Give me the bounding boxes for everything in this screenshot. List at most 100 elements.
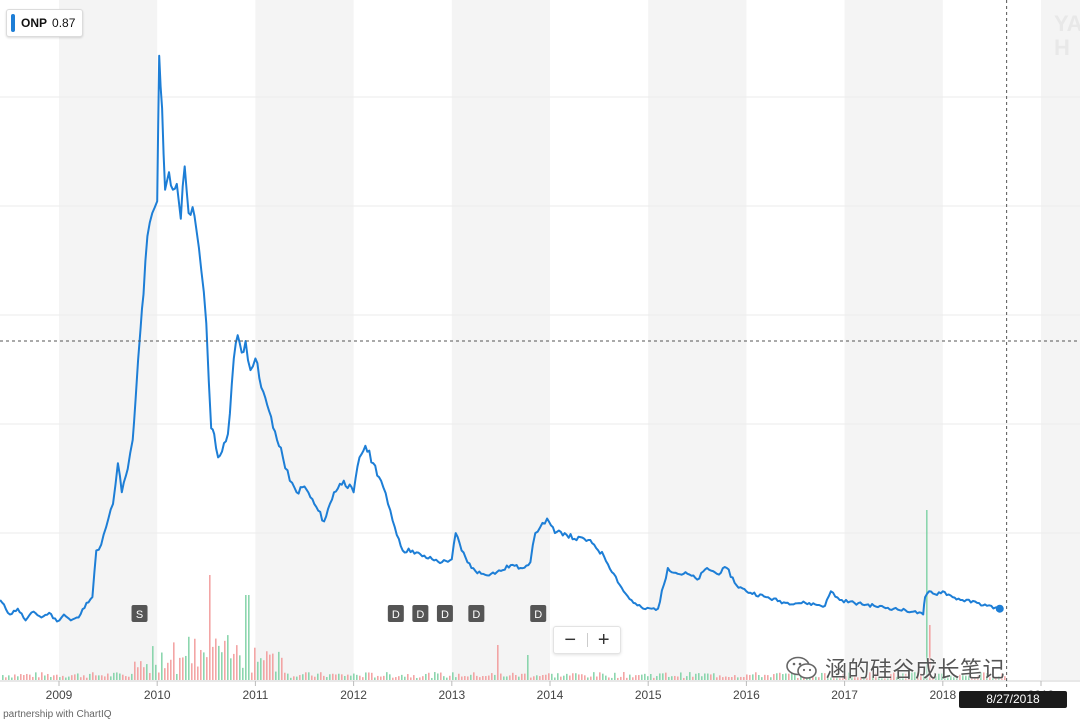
crosshair <box>0 0 1080 690</box>
volume-bar-237 <box>713 673 715 680</box>
volume-bar-325 <box>977 675 979 680</box>
volume-bar-218 <box>656 676 658 680</box>
volume-bar-5 <box>17 676 19 680</box>
volume-bar-123 <box>371 672 373 680</box>
volume-bar-56 <box>170 659 172 680</box>
volume-bar-276 <box>830 677 832 680</box>
volume-bar-327 <box>983 672 985 680</box>
volume-bar-139 <box>419 677 421 680</box>
volume-bar-232 <box>698 673 700 680</box>
volume-bar-48 <box>146 664 148 680</box>
volume-bar-118 <box>356 674 358 680</box>
volume-bar-116 <box>350 675 352 680</box>
volume-bar-223 <box>671 676 673 680</box>
volume-bar-128 <box>386 672 388 680</box>
volume-bar-296 <box>890 674 892 680</box>
volume-bar-277 <box>833 677 835 680</box>
volume-bar-23 <box>71 675 73 680</box>
zoom-out-button[interactable]: − <box>564 629 577 651</box>
volume-bar-177 <box>533 676 535 680</box>
volume-bar-45 <box>137 667 139 680</box>
volume-bar-227 <box>683 677 685 680</box>
volume-bar-40 <box>122 674 124 680</box>
volume-bar-211 <box>635 675 637 680</box>
volume-bar-263 <box>791 672 793 680</box>
volume-bar-109 <box>329 674 331 680</box>
volume-bar-304 <box>914 672 916 680</box>
volume-bar-233 <box>701 676 703 680</box>
volume-bar-50 <box>152 646 154 680</box>
volume-bar-4 <box>14 674 16 680</box>
legend[interactable]: ONP 0.87 <box>6 9 84 37</box>
volume-bar-317 <box>953 676 955 680</box>
last-price-dot <box>995 604 1004 613</box>
volume-bar-133 <box>401 674 403 680</box>
volume-bar-78 <box>236 645 238 680</box>
volume-bar-319 <box>959 674 961 680</box>
event-marker-d-4[interactable]: D <box>468 605 485 622</box>
event-marker-d-3[interactable]: D <box>436 605 453 622</box>
volume-bar-187 <box>563 675 565 680</box>
volume-bar-1 <box>5 677 7 680</box>
volume-bar-82 <box>248 595 250 680</box>
volume-bar-292 <box>878 677 880 680</box>
volume-bar-253 <box>761 677 763 680</box>
event-marker-d-5[interactable]: D <box>530 605 547 622</box>
volume-bar-152 <box>458 673 460 680</box>
volume-bar-328 <box>986 673 988 680</box>
volume-bar-326 <box>980 672 982 680</box>
volume-bar-2 <box>8 675 10 680</box>
volume-bar-131 <box>395 677 397 680</box>
volume-bar-65 <box>197 666 199 680</box>
event-marker-d-2[interactable]: D <box>412 605 429 622</box>
volume-bar-181 <box>545 674 547 680</box>
volume-bar-156 <box>470 674 472 680</box>
zoom-in-button[interactable]: + <box>597 629 610 651</box>
volume-bar-36 <box>110 676 112 680</box>
volume-bar-238 <box>716 677 718 680</box>
volume-bar-293 <box>881 677 883 680</box>
volume-bar-21 <box>65 677 67 680</box>
volume-bar-90 <box>272 653 274 680</box>
volume-bar-190 <box>572 673 574 680</box>
legend-swatch <box>11 14 15 32</box>
volume-bar-164 <box>494 674 496 680</box>
volume-bar-222 <box>668 676 670 680</box>
volume-bar-129 <box>389 674 391 680</box>
volume-bar-73 <box>221 652 223 680</box>
volume-bar-95 <box>287 673 289 680</box>
volume-bar-134 <box>404 676 406 680</box>
volume-bar-67 <box>203 652 205 680</box>
volume-bar-182 <box>548 673 550 680</box>
volume-bar-169 <box>509 675 511 680</box>
volume-bar-85 <box>257 661 259 680</box>
volume-bar-62 <box>188 636 190 680</box>
volume-bar-114 <box>344 675 346 680</box>
volume-bar-252 <box>758 674 760 680</box>
volume-bar-278 <box>836 673 838 680</box>
volume-bar-103 <box>311 675 313 680</box>
volume-bar-17 <box>53 675 55 680</box>
event-marker-d-1[interactable]: D <box>387 605 404 622</box>
volume-bar-205 <box>617 677 619 680</box>
volume-bar-112 <box>338 673 340 680</box>
volume-bar-302 <box>908 673 910 680</box>
volume-bar-35 <box>107 673 109 680</box>
volume-bar-220 <box>662 673 664 680</box>
volume-bar-96 <box>290 677 292 680</box>
zoom-controls: − + <box>553 626 621 654</box>
volume-bar-14 <box>44 675 46 680</box>
volume-bar-19 <box>59 677 61 680</box>
volume-bar-221 <box>665 672 667 680</box>
volume-bar-290 <box>872 675 874 680</box>
volume-bar-244 <box>734 675 736 680</box>
volume-bar-242 <box>728 677 730 680</box>
zoom-divider <box>586 633 588 647</box>
event-marker-s-0[interactable]: S <box>131 605 148 622</box>
volume-bar-280 <box>842 674 844 680</box>
volume-bar-279 <box>839 677 841 680</box>
volume-bar-330 <box>992 677 994 680</box>
volume-bar-324 <box>974 676 976 680</box>
volume-bar-141 <box>425 673 427 680</box>
